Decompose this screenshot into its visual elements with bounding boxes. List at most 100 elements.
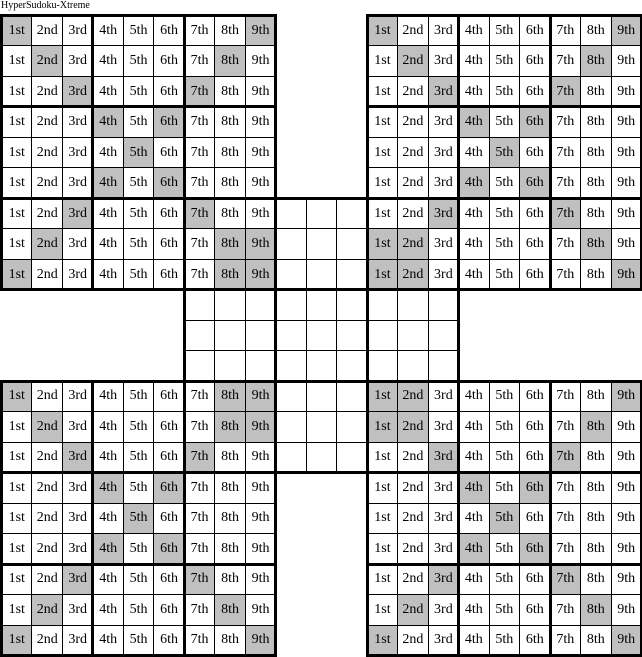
top-left-cell: 1st [1, 106, 33, 138]
bottom-left-cell: 7th [183, 380, 216, 413]
top-right-cell: 9th [610, 75, 642, 108]
bottom-left-cell: 5th [122, 594, 155, 626]
top-left-cell: 2nd [31, 197, 63, 230]
top-left-cell: 2nd [31, 15, 63, 47]
bottom-left-cell: 2nd [31, 563, 63, 596]
bottom-right-cell: 1st [366, 472, 399, 504]
top-left-cell: 3rd [61, 258, 94, 291]
top-right-cell: 3rd [427, 45, 460, 77]
bottom-left-cell: 1st [1, 502, 33, 535]
center-cell [275, 319, 307, 352]
bottom-right-cell: 2nd [397, 411, 429, 443]
top-left-cell: 5th [122, 15, 155, 47]
bottom-left-cell: 9th [244, 380, 277, 413]
top-left-cell: 2nd [31, 228, 63, 260]
bottom-left-cell: 6th [153, 472, 185, 504]
top-right-cell: 3rd [427, 15, 460, 47]
bottom-right-cell: 3rd [427, 594, 460, 626]
top-right-cell: 9th [610, 15, 642, 47]
bottom-left-cell: 6th [153, 411, 185, 443]
top-left-cell: 6th [153, 75, 185, 108]
bottom-left-cell: 5th [122, 411, 155, 443]
center-cell [336, 289, 368, 321]
bottom-left-cell: 2nd [31, 380, 63, 413]
bottom-left-cell: 9th [244, 502, 277, 535]
center-cell [275, 197, 307, 230]
top-left-cell: 5th [122, 75, 155, 108]
top-left-cell: 4th [92, 167, 124, 199]
bottom-right-cell: 1st [366, 441, 399, 474]
top-left-cell: 5th [122, 45, 155, 77]
bottom-right-cell: 2nd [397, 502, 429, 535]
bottom-left-cell: 8th [214, 380, 246, 413]
bottom-left-cell: 6th [153, 533, 185, 565]
bottom-left-cell: 7th [183, 594, 216, 626]
bottom-right-cell: 4th [458, 472, 490, 504]
sudoku-board: 1st 2nd 3rd 4th 5th 6th 7th 8th 9th 1st 2nd 3rd 4th 5… [0, 14, 642, 657]
bottom-left-cell: 3rd [61, 502, 94, 535]
bottom-left-cell: 8th [214, 441, 246, 474]
top-right-cell: 9th [610, 45, 642, 77]
center-cell [275, 228, 307, 260]
bottom-right-cell: 8th [580, 411, 612, 443]
top-right-cell: 5th [488, 258, 521, 291]
bottom-right-cell: 6th [519, 624, 551, 656]
bottom-left-cell: 5th [122, 624, 155, 656]
top-right-cell: 4th [458, 228, 490, 260]
top-left-cell: 7th [183, 136, 216, 169]
bottom-left-cell: 5th [122, 502, 155, 535]
center-cell [275, 350, 307, 382]
center-cell [214, 350, 246, 382]
top-left-cell: 1st [1, 228, 33, 260]
top-right-cell: 4th [458, 75, 490, 108]
bottom-right-cell: 1st [366, 411, 399, 443]
bottom-left-cell: 1st [1, 624, 33, 656]
center-cell [275, 258, 307, 291]
bottom-left-cell: 8th [214, 533, 246, 565]
top-left-cell: 4th [92, 15, 124, 47]
top-right-cell: 4th [458, 167, 490, 199]
top-right-cell: 7th [549, 106, 582, 138]
top-right-cell: 8th [580, 106, 612, 138]
top-left-cell: 1st [1, 45, 33, 77]
top-left-cell: 2nd [31, 258, 63, 291]
top-left-cell: 6th [153, 136, 185, 169]
bottom-left-cell: 8th [214, 502, 246, 535]
bottom-right-cell: 4th [458, 563, 490, 596]
center-cell [336, 228, 368, 260]
bottom-left-cell: 8th [214, 472, 246, 504]
bottom-left-cell: 8th [214, 594, 246, 626]
bottom-right-cell: 7th [549, 380, 582, 413]
top-left-cell: 7th [183, 167, 216, 199]
center-cell [366, 319, 399, 352]
bottom-right-cell: 9th [610, 502, 642, 535]
top-right-cell: 9th [610, 167, 642, 199]
center-cell [183, 289, 216, 321]
bottom-right-cell: 3rd [427, 533, 460, 565]
top-left-cell: 7th [183, 197, 216, 230]
top-right-cell: 6th [519, 106, 551, 138]
bottom-right-cell: 2nd [397, 624, 429, 656]
bottom-right-cell: 9th [610, 563, 642, 596]
top-left-cell: 9th [244, 106, 277, 138]
bottom-left-cell: 3rd [61, 594, 94, 626]
bottom-right-cell: 4th [458, 533, 490, 565]
bottom-left-cell: 2nd [31, 594, 63, 626]
top-right-cell: 5th [488, 197, 521, 230]
top-right-cell: 2nd [397, 136, 429, 169]
bottom-left-cell: 7th [183, 563, 216, 596]
top-left-cell: 9th [244, 167, 277, 199]
bottom-right-cell: 5th [488, 624, 521, 656]
top-left-cell: 8th [214, 106, 246, 138]
bottom-left-cell: 5th [122, 563, 155, 596]
top-left-cell: 3rd [61, 136, 94, 169]
top-right-cell: 1st [366, 15, 399, 47]
top-right-cell: 8th [580, 228, 612, 260]
bottom-left-cell: 1st [1, 533, 33, 565]
top-left-cell: 8th [214, 136, 246, 169]
center-cell [183, 350, 216, 382]
top-left-cell: 3rd [61, 197, 94, 230]
top-left-cell: 4th [92, 106, 124, 138]
top-left-cell: 3rd [61, 45, 94, 77]
top-right-cell: 5th [488, 75, 521, 108]
